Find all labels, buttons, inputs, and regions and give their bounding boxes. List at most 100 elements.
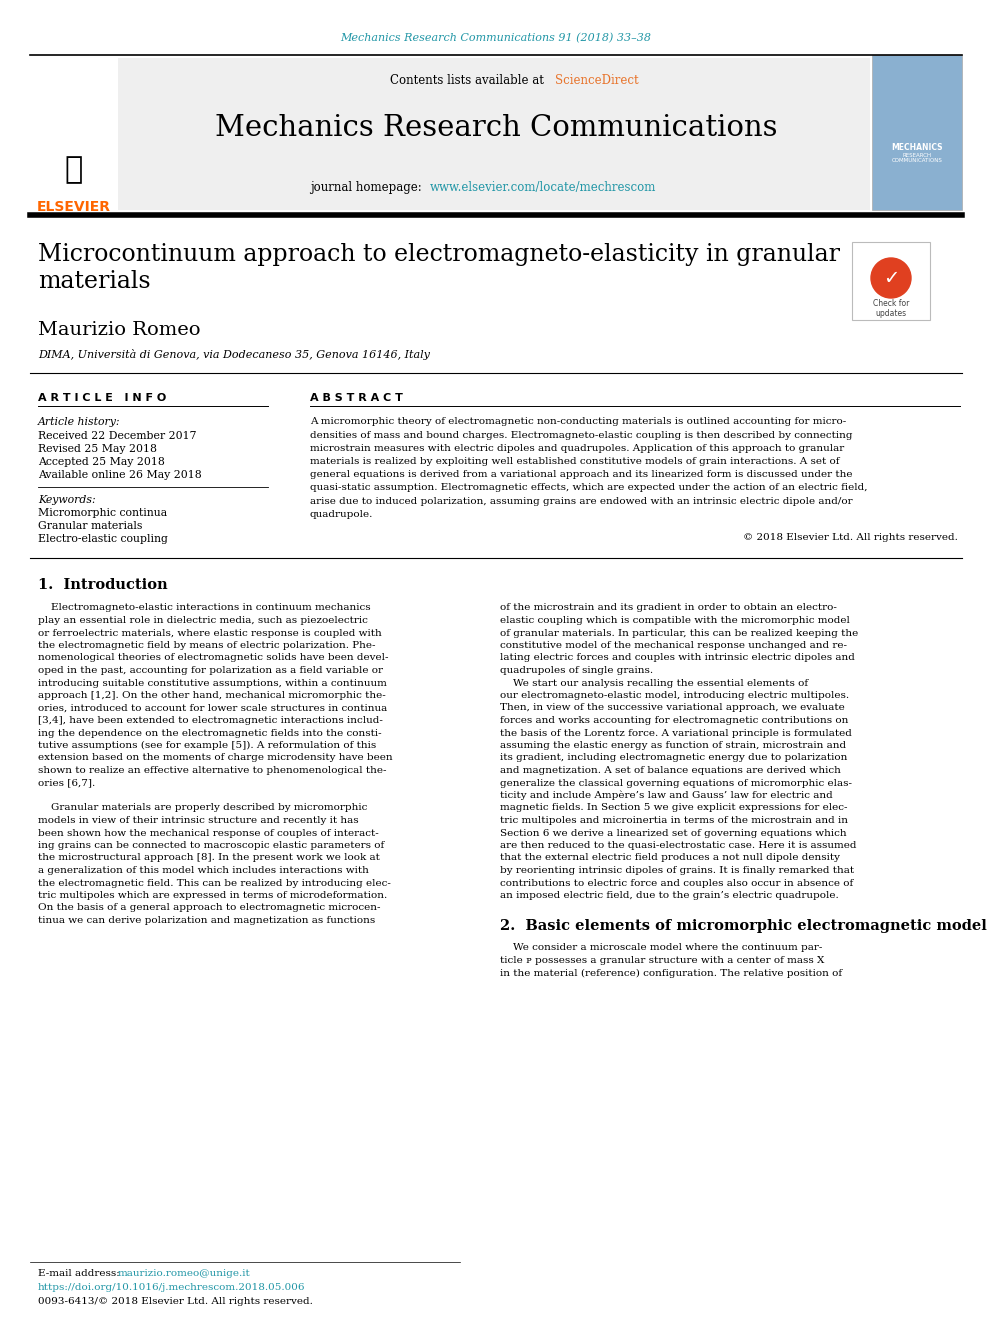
Text: play an essential role in dielectric media, such as piezoelectric: play an essential role in dielectric med… [38, 617, 368, 624]
Text: Microcontinuum approach to electromagneto-elasticity in granular: Microcontinuum approach to electromagnet… [38, 243, 840, 266]
Text: general equations is derived from a variational approach and its linearized form: general equations is derived from a vari… [310, 470, 852, 479]
Text: Granular materials: Granular materials [38, 521, 143, 531]
Text: assuming the elastic energy as function of strain, microstrain and: assuming the elastic energy as function … [500, 741, 846, 750]
Text: a generalization of this model which includes interactions with: a generalization of this model which inc… [38, 867, 369, 875]
Text: Micromorphic continua: Micromorphic continua [38, 508, 167, 519]
Text: magnetic fields. In Section 5 we give explicit expressions for elec-: magnetic fields. In Section 5 we give ex… [500, 803, 847, 812]
Text: [3,4], have been extended to electromagnetic interactions includ-: [3,4], have been extended to electromagn… [38, 716, 383, 725]
Text: ing the dependence on the electromagnetic fields into the consti-: ing the dependence on the electromagneti… [38, 729, 382, 737]
Text: quadrupoles of single grains.: quadrupoles of single grains. [500, 665, 653, 675]
Text: elastic coupling which is compatible with the micromorphic model: elastic coupling which is compatible wit… [500, 617, 850, 624]
Text: quadrupole.: quadrupole. [310, 509, 373, 519]
Text: in the material (reference) configuration. The relative position of: in the material (reference) configuratio… [500, 968, 842, 978]
Text: A micromorphic theory of electromagnetic non-conducting materials is outlined ac: A micromorphic theory of electromagnetic… [310, 418, 846, 426]
Text: ELSEVIER: ELSEVIER [37, 200, 111, 214]
Text: Accepted 25 May 2018: Accepted 25 May 2018 [38, 456, 165, 467]
Text: Mechanics Research Communications: Mechanics Research Communications [214, 114, 778, 142]
Bar [80, 58, 870, 210]
Text: Revised 25 May 2018: Revised 25 May 2018 [38, 445, 157, 454]
Text: We consider a microscale model where the continuum par-: We consider a microscale model where the… [500, 943, 822, 953]
Text: and magnetization. A set of balance equations are derived which: and magnetization. A set of balance equa… [500, 766, 841, 775]
Text: https://doi.org/10.1016/j.mechrescom.2018.05.006: https://doi.org/10.1016/j.mechrescom.201… [38, 1283, 306, 1293]
Text: materials is realized by exploiting well established constitutive models of grai: materials is realized by exploiting well… [310, 458, 839, 466]
Text: 🌳: 🌳 [64, 156, 83, 184]
Text: ing grains can be connected to macroscopic elastic parameters of: ing grains can be connected to macroscop… [38, 841, 384, 849]
Text: MECHANICS: MECHANICS [891, 143, 942, 152]
Text: nomenological theories of electromagnetic solids have been devel-: nomenological theories of electromagneti… [38, 654, 389, 663]
Text: 0093-6413/© 2018 Elsevier Ltd. All rights reserved.: 0093-6413/© 2018 Elsevier Ltd. All right… [38, 1298, 312, 1307]
Text: an imposed electric field, due to the grain’s electric quadrupole.: an imposed electric field, due to the gr… [500, 890, 839, 900]
Text: ories, introduced to account for lower scale structures in continua: ories, introduced to account for lower s… [38, 704, 387, 713]
Text: materials: materials [38, 270, 151, 294]
Text: journal homepage:: journal homepage: [310, 181, 426, 194]
Text: the electromagnetic field by means of electric polarization. Phe-: the electromagnetic field by means of el… [38, 642, 376, 650]
Text: Section 6 we derive a linearized set of governing equations which: Section 6 we derive a linearized set of … [500, 828, 846, 837]
Bar [872, 56, 962, 210]
Text: introducing suitable constitutive assumptions, within a continuum: introducing suitable constitutive assump… [38, 679, 387, 688]
Text: that the external electric field produces a not null dipole density: that the external electric field produce… [500, 853, 840, 863]
Text: forces and works accounting for electromagnetic contributions on: forces and works accounting for electrom… [500, 716, 848, 725]
Text: Granular materials are properly described by micromorphic: Granular materials are properly describe… [38, 803, 367, 812]
Text: oped in the past, accounting for polarization as a field variable or: oped in the past, accounting for polariz… [38, 665, 383, 675]
Text: Article history:: Article history: [38, 417, 120, 427]
Text: the microstructural approach [8]. In the present work we look at: the microstructural approach [8]. In the… [38, 853, 380, 863]
Text: are then reduced to the quasi-electrostatic case. Here it is assumed: are then reduced to the quasi-electrosta… [500, 841, 856, 849]
Text: microstrain measures with electric dipoles and quadrupoles. Application of this : microstrain measures with electric dipol… [310, 445, 844, 452]
Text: ticity and include Ampère’s law and Gauss’ law for electric and: ticity and include Ampère’s law and Gaus… [500, 791, 832, 800]
Text: tric multipoles which are expressed in terms of microdeformation.: tric multipoles which are expressed in t… [38, 890, 387, 900]
Text: Keywords:: Keywords: [38, 495, 95, 505]
Text: On the basis of a general approach to electromagnetic microcen-: On the basis of a general approach to el… [38, 904, 381, 913]
Text: extension based on the moments of charge microdensity have been: extension based on the moments of charge… [38, 754, 393, 762]
Text: We start our analysis recalling the essential elements of: We start our analysis recalling the esse… [500, 679, 808, 688]
Text: constitutive model of the mechanical response unchanged and re-: constitutive model of the mechanical res… [500, 642, 847, 650]
Text: Received 22 December 2017: Received 22 December 2017 [38, 431, 196, 441]
Text: tric multipoles and microinertia in terms of the microstrain and in: tric multipoles and microinertia in term… [500, 816, 848, 826]
Text: of granular materials. In particular, this can be realized keeping the: of granular materials. In particular, th… [500, 628, 858, 638]
Text: DIMA, Università di Genova, via Dodecaneso 35, Genova 16146, Italy: DIMA, Università di Genova, via Dodecane… [38, 349, 430, 360]
Text: Available online 26 May 2018: Available online 26 May 2018 [38, 470, 201, 480]
Text: tutive assumptions (see for example [5]). A reformulation of this: tutive assumptions (see for example [5])… [38, 741, 376, 750]
Text: RESEARCH
COMMUNICATIONS: RESEARCH COMMUNICATIONS [892, 152, 942, 164]
Text: Electromagneto-elastic interactions in continuum mechanics: Electromagneto-elastic interactions in c… [38, 603, 371, 613]
Text: densities of mass and bound charges. Electromagneto-elastic coupling is then des: densities of mass and bound charges. Ele… [310, 431, 852, 439]
Text: © 2018 Elsevier Ltd. All rights reserved.: © 2018 Elsevier Ltd. All rights reserved… [743, 533, 958, 542]
Text: by reorienting intrinsic dipoles of grains. It is finally remarked that: by reorienting intrinsic dipoles of grai… [500, 867, 854, 875]
Text: ScienceDirect: ScienceDirect [555, 74, 639, 86]
Text: ✓: ✓ [883, 269, 899, 287]
Text: E-mail address:: E-mail address: [38, 1270, 123, 1278]
Text: been shown how the mechanical response of couples of interact-: been shown how the mechanical response o… [38, 828, 379, 837]
Text: models in view of their intrinsic structure and recently it has: models in view of their intrinsic struct… [38, 816, 359, 826]
Text: our electromagneto-elastic model, introducing electric multipoles.: our electromagneto-elastic model, introd… [500, 691, 849, 700]
Text: A R T I C L E   I N F O: A R T I C L E I N F O [38, 393, 167, 404]
Text: or ferroelectric materials, where elastic response is coupled with: or ferroelectric materials, where elasti… [38, 628, 382, 638]
Text: generalize the classical governing equations of micromorphic elas-: generalize the classical governing equat… [500, 778, 852, 787]
Text: arise due to induced polarization, assuming grains are endowed with an intrinsic: arise due to induced polarization, assum… [310, 496, 853, 505]
Text: 1.  Introduction: 1. Introduction [38, 578, 168, 591]
Circle shape [871, 258, 911, 298]
Text: lating electric forces and couples with intrinsic electric dipoles and: lating electric forces and couples with … [500, 654, 855, 663]
Text: Contents lists available at: Contents lists available at [390, 74, 548, 86]
Text: updates: updates [875, 308, 907, 318]
Text: its gradient, including electromagnetic energy due to polarization: its gradient, including electromagnetic … [500, 754, 847, 762]
Text: the basis of the Lorentz force. A variational principle is formulated: the basis of the Lorentz force. A variat… [500, 729, 852, 737]
Text: Check for: Check for [873, 299, 910, 307]
Text: the electromagnetic field. This can be realized by introducing elec-: the electromagnetic field. This can be r… [38, 878, 391, 888]
Text: Mechanics Research Communications 91 (2018) 33–38: Mechanics Research Communications 91 (20… [340, 33, 652, 44]
Text: www.elsevier.com/locate/mechrescom: www.elsevier.com/locate/mechrescom [430, 181, 657, 194]
Text: Electro-elastic coupling: Electro-elastic coupling [38, 534, 168, 544]
Text: A B S T R A C T: A B S T R A C T [310, 393, 403, 404]
Text: maurizio.romeo@unige.it: maurizio.romeo@unige.it [118, 1270, 251, 1278]
Text: tinua we can derive polarization and magnetization as functions: tinua we can derive polarization and mag… [38, 916, 375, 925]
Text: Maurizio Romeo: Maurizio Romeo [38, 321, 200, 339]
Bar [30, 56, 118, 210]
Bar [852, 242, 930, 320]
Text: approach [1,2]. On the other hand, mechanical micromorphic the-: approach [1,2]. On the other hand, mecha… [38, 691, 386, 700]
Text: contributions to electric force and couples also occur in absence of: contributions to electric force and coup… [500, 878, 853, 888]
Text: quasi-static assumption. Electromagnetic effects, which are expected under the a: quasi-static assumption. Electromagnetic… [310, 483, 867, 492]
Text: shown to realize an effective alternative to phenomenological the-: shown to realize an effective alternativ… [38, 766, 387, 775]
Text: ories [6,7].: ories [6,7]. [38, 778, 95, 787]
Text: 2.  Basic elements of micromorphic electromagnetic model: 2. Basic elements of micromorphic electr… [500, 919, 987, 933]
Text: Then, in view of the successive variational approach, we evaluate: Then, in view of the successive variatio… [500, 704, 845, 713]
Text: ticle ᴘ possesses a granular structure with a center of mass X: ticle ᴘ possesses a granular structure w… [500, 957, 824, 964]
Text: of the microstrain and its gradient in order to obtain an electro-: of the microstrain and its gradient in o… [500, 603, 837, 613]
